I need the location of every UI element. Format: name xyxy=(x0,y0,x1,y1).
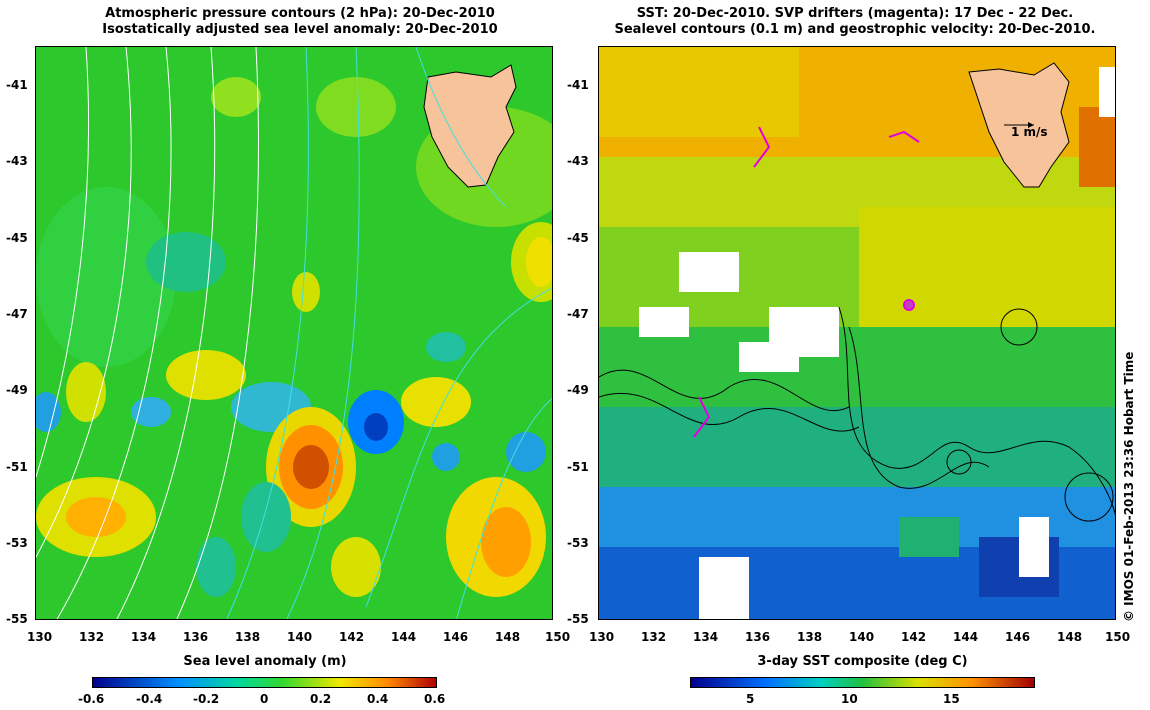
x-tick: 146 xyxy=(443,630,469,644)
y-tick: -41 xyxy=(6,78,28,92)
y-tick: -47 xyxy=(6,307,28,321)
credit-label: © IMOS 01-Feb-2013 23:36 Hobart Time xyxy=(1122,351,1136,622)
x-tick: 148 xyxy=(1057,630,1083,644)
left-colorbar xyxy=(92,677,437,688)
y-tick: -43 xyxy=(6,154,28,168)
pressure-contours xyxy=(36,47,259,619)
x-tick: 136 xyxy=(745,630,771,644)
x-tick: 150 xyxy=(1105,630,1131,644)
y-tick: -55 xyxy=(567,612,589,626)
y-tick: -41 xyxy=(567,78,589,92)
left-map xyxy=(36,47,552,619)
x-tick: 138 xyxy=(797,630,823,644)
right-colorbar xyxy=(690,677,1035,688)
x-tick: 130 xyxy=(589,630,615,644)
y-tick: -51 xyxy=(6,460,28,474)
velocity-streamlines xyxy=(599,306,1115,522)
x-tick: 140 xyxy=(287,630,313,644)
colorbar-tick: 15 xyxy=(943,692,960,706)
tasmania-landmass xyxy=(423,64,517,188)
x-tick: 142 xyxy=(339,630,365,644)
y-tick: -49 xyxy=(567,383,589,397)
x-tick: 140 xyxy=(849,630,875,644)
velocity-scale-arrow xyxy=(1004,122,1034,128)
y-tick: -55 xyxy=(6,612,28,626)
x-tick: 148 xyxy=(495,630,521,644)
y-tick: -53 xyxy=(6,536,28,550)
x-tick: 146 xyxy=(1005,630,1031,644)
right-map xyxy=(599,47,1115,619)
left-colorbar-label: Sea level anomaly (m) xyxy=(183,654,347,669)
x-tick: 144 xyxy=(953,630,979,644)
left-title: Atmospheric pressure contours (2 hPa): 2… xyxy=(30,6,570,38)
colorbar-tick: 0.6 xyxy=(424,692,446,706)
drifter-tracks xyxy=(693,126,920,438)
x-tick: 138 xyxy=(235,630,261,644)
left-title-line1: Atmospheric pressure contours (2 hPa): 2… xyxy=(105,6,495,21)
right-title-line2: Sealevel contours (0.1 m) and geostrophi… xyxy=(614,22,1096,37)
colorbar-tick: 0.2 xyxy=(310,692,332,706)
x-tick: 134 xyxy=(693,630,719,644)
colorbar-tick: 5 xyxy=(746,692,755,706)
colorbar-tick: -0.6 xyxy=(78,692,105,706)
colorbar-tick: 0.4 xyxy=(367,692,389,706)
x-tick: 150 xyxy=(545,630,571,644)
y-tick: -45 xyxy=(567,231,589,245)
velocity-scale-label: 1 m/s xyxy=(1011,125,1048,139)
left-title-line2: Isostatically adjusted sea level anomaly… xyxy=(102,22,498,37)
x-tick: 136 xyxy=(183,630,209,644)
right-colorbar-label: 3-day SST composite (deg C) xyxy=(757,654,968,669)
x-tick: 130 xyxy=(27,630,53,644)
colorbar-tick: 10 xyxy=(841,692,858,706)
cloud-gaps xyxy=(639,67,1115,619)
x-tick: 134 xyxy=(131,630,157,644)
x-tick: 132 xyxy=(79,630,105,644)
right-map-panel: 1 m/s xyxy=(598,46,1116,620)
y-tick: -45 xyxy=(6,231,28,245)
colorbar-tick: -0.2 xyxy=(193,692,220,706)
colorbar-tick: 0 xyxy=(260,692,269,706)
y-tick: -49 xyxy=(6,383,28,397)
colorbar-tick: -0.4 xyxy=(136,692,163,706)
x-tick: 132 xyxy=(641,630,667,644)
y-tick: -43 xyxy=(567,154,589,168)
x-tick: 144 xyxy=(391,630,417,644)
sea-level-contours xyxy=(226,47,552,619)
right-title: SST: 20-Dec-2010. SVP drifters (magenta)… xyxy=(590,6,1120,38)
left-map-panel xyxy=(35,46,553,620)
right-title-line1: SST: 20-Dec-2010. SVP drifters (magenta)… xyxy=(636,6,1074,21)
x-tick: 142 xyxy=(901,630,927,644)
y-tick: -51 xyxy=(567,460,589,474)
y-tick: -47 xyxy=(567,307,589,321)
y-tick: -53 xyxy=(567,536,589,550)
